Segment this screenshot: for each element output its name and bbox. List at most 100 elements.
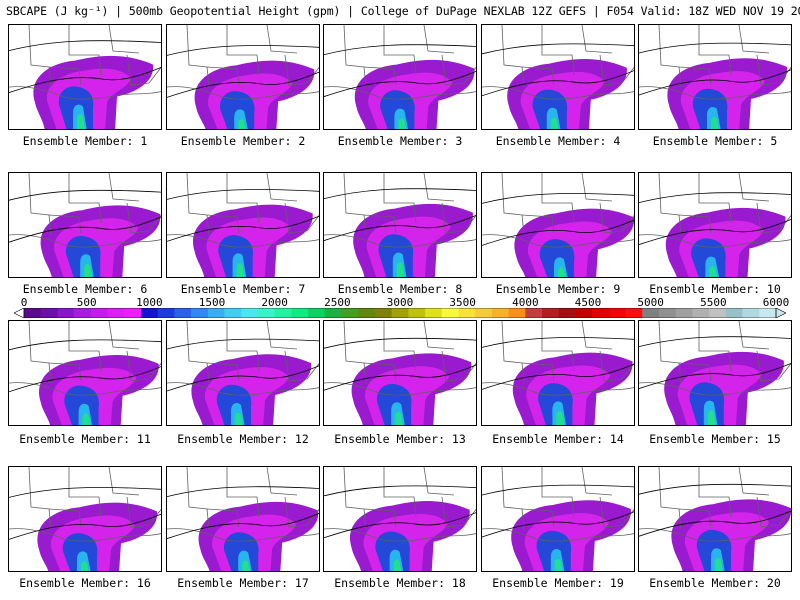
state-borders — [324, 25, 476, 100]
ensemble-member-label: Ensemble Member: 14 — [492, 432, 624, 446]
colorbar-swatch — [441, 308, 459, 318]
colorbar-swatch — [257, 308, 275, 318]
cape-max — [550, 117, 559, 129]
cape-high — [219, 91, 255, 129]
ensemble-member-label: Ensemble Member: 6 — [22, 282, 148, 296]
height-contours — [639, 336, 791, 389]
cape-max — [393, 559, 402, 571]
ensemble-member-label: Ensemble Member: 4 — [495, 134, 621, 148]
cape-max — [81, 561, 89, 571]
colorbar-swatch — [625, 308, 643, 318]
ensemble-member-map — [8, 466, 162, 572]
ensemble-member-map — [166, 466, 320, 572]
colorbar-swatch — [759, 308, 777, 318]
ensemble-member-label: Ensemble Member: 9 — [495, 282, 621, 296]
state-borders — [639, 467, 791, 542]
ensemble-member-map — [323, 320, 477, 426]
colorbar-swatch — [659, 308, 677, 318]
height-contours — [167, 189, 319, 242]
colorbar-max-arrow — [775, 308, 786, 318]
ensemble-member-label: Ensemble Member: 3 — [337, 134, 463, 148]
state-borders — [167, 467, 319, 542]
ensemble-member-map — [8, 172, 162, 278]
colorbar-swatch — [90, 308, 108, 318]
colorbar-tick-label: 6000 — [762, 296, 790, 309]
colorbar-swatch — [40, 308, 58, 318]
height-contours — [9, 487, 161, 540]
ensemble-member-map — [323, 172, 477, 278]
colorbar-swatch — [207, 308, 225, 318]
ensemble-member-label: Ensemble Member: 5 — [652, 134, 778, 148]
cape-max — [558, 267, 566, 277]
colorbar-swatch — [241, 308, 259, 318]
state-borders — [9, 321, 161, 396]
height-contours — [482, 43, 634, 97]
colorbar-swatch — [508, 308, 526, 318]
height-contours — [9, 40, 161, 93]
colorbar-tick-label: 3000 — [386, 296, 414, 309]
colorbar-swatch — [291, 308, 309, 318]
map-canvas — [639, 467, 791, 571]
ensemble-member-label: Ensemble Member: 18 — [334, 576, 466, 590]
ensemble-member-map — [638, 466, 792, 572]
ensemble-member-label: Ensemble Member: 19 — [492, 576, 624, 590]
colorbar-swatch — [458, 308, 476, 318]
ensemble-member-map — [481, 24, 635, 130]
cape-high — [62, 533, 98, 571]
colorbar-swatch — [57, 308, 75, 318]
colorbar-min-arrow — [14, 308, 25, 318]
map-canvas — [9, 321, 161, 425]
ensemble-member-label: Ensemble Member: 13 — [334, 432, 466, 446]
colorbar-scale — [14, 308, 786, 318]
state-borders — [482, 25, 634, 100]
colorbar-swatch — [324, 308, 342, 318]
map-canvas — [9, 173, 161, 277]
ensemble-member-map — [481, 172, 635, 278]
colorbar-swatch — [341, 308, 359, 318]
ensemble-member-map — [638, 172, 792, 278]
ensemble-member-map — [166, 24, 320, 130]
map-canvas — [482, 321, 634, 425]
ensemble-member-map — [481, 466, 635, 572]
height-contours — [482, 484, 634, 538]
height-contours — [167, 338, 319, 392]
cape-max — [84, 264, 92, 277]
height-contours — [639, 192, 791, 245]
colorbar-swatch — [174, 308, 192, 318]
state-borders — [324, 467, 476, 542]
state-borders — [639, 173, 791, 248]
state-borders — [482, 467, 634, 542]
map-canvas — [324, 25, 476, 129]
ensemble-member-map — [166, 320, 320, 426]
ensemble-member-label: Ensemble Member: 15 — [649, 432, 781, 446]
cape-max — [709, 266, 718, 277]
map-canvas — [9, 25, 161, 129]
colorbar-swatch — [24, 308, 42, 318]
state-borders — [639, 321, 791, 396]
state-borders — [324, 321, 476, 396]
colorbar-tick-label: 1500 — [198, 296, 226, 309]
colorbar-tick-label: 5000 — [637, 296, 664, 309]
height-contours — [639, 483, 791, 537]
cape-max — [554, 558, 563, 571]
ensemble-member-label: Ensemble Member: 1 — [22, 134, 148, 148]
height-contours — [324, 337, 476, 391]
colorbar-swatch — [140, 308, 158, 318]
colorbar-swatch — [692, 308, 710, 318]
colorbar-tick-label: 500 — [76, 296, 97, 309]
ensemble-member-map — [481, 320, 635, 426]
cape-max — [398, 118, 407, 129]
ensemble-member-map — [8, 320, 162, 426]
colorbar-swatch — [742, 308, 760, 318]
cape-max — [77, 114, 85, 129]
colorbar-tick-label: 0 — [20, 296, 28, 309]
cape-max — [707, 410, 716, 425]
colorbar-swatch — [124, 308, 142, 318]
height-contours — [167, 486, 319, 539]
colorbar-swatch — [358, 308, 376, 318]
colorbar-swatch — [558, 308, 576, 318]
ensemble-member-map — [638, 320, 792, 426]
ensemble-member-label: Ensemble Member: 20 — [649, 576, 781, 590]
cape-max — [235, 412, 243, 425]
ensemble-member-label: Ensemble Member: 8 — [337, 282, 463, 296]
